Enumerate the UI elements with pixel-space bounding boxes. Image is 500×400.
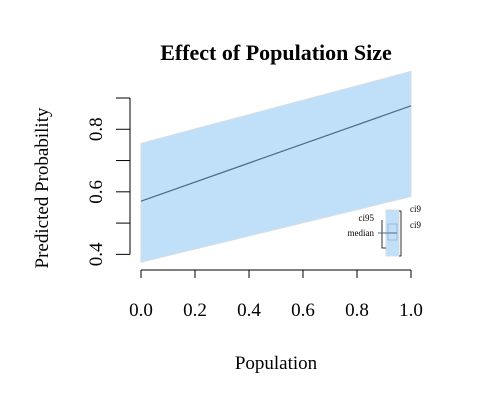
legend-label: median <box>348 228 375 238</box>
y-axis: 0.4 0.6 0.8 <box>86 97 131 266</box>
x-tick-label: 0.4 <box>237 300 261 321</box>
legend-label: ci9 <box>410 204 421 214</box>
y-tick-label: 0.8 <box>86 117 107 141</box>
plot-area <box>140 70 412 263</box>
x-axis: 0.0 0.2 0.4 0.6 0.8 1.0 <box>129 269 423 321</box>
legend: ci95 median ci9 ci9 <box>348 204 421 257</box>
y-axis-label: Predicted Probability <box>32 107 53 268</box>
x-tick-label: 0.2 <box>183 300 207 321</box>
x-tick-label: 0.0 <box>129 300 153 321</box>
legend-label: ci95 <box>359 213 375 223</box>
median-line <box>140 105 412 202</box>
legend-right-bracket <box>399 210 402 257</box>
y-tick-label: 0.4 <box>86 242 107 266</box>
ci95-band <box>140 70 412 263</box>
x-tick-label: 0.6 <box>291 300 315 321</box>
chart-title: Effect of Population Size <box>160 40 392 65</box>
x-tick-label: 1.0 <box>399 300 423 321</box>
x-tick-label: 0.8 <box>345 300 369 321</box>
x-axis-label: Population <box>235 353 318 374</box>
y-tick-label: 0.6 <box>86 180 107 204</box>
legend-label: ci9 <box>410 220 421 230</box>
legend-left-bracket <box>381 220 386 249</box>
legend-inner-box <box>387 223 398 241</box>
